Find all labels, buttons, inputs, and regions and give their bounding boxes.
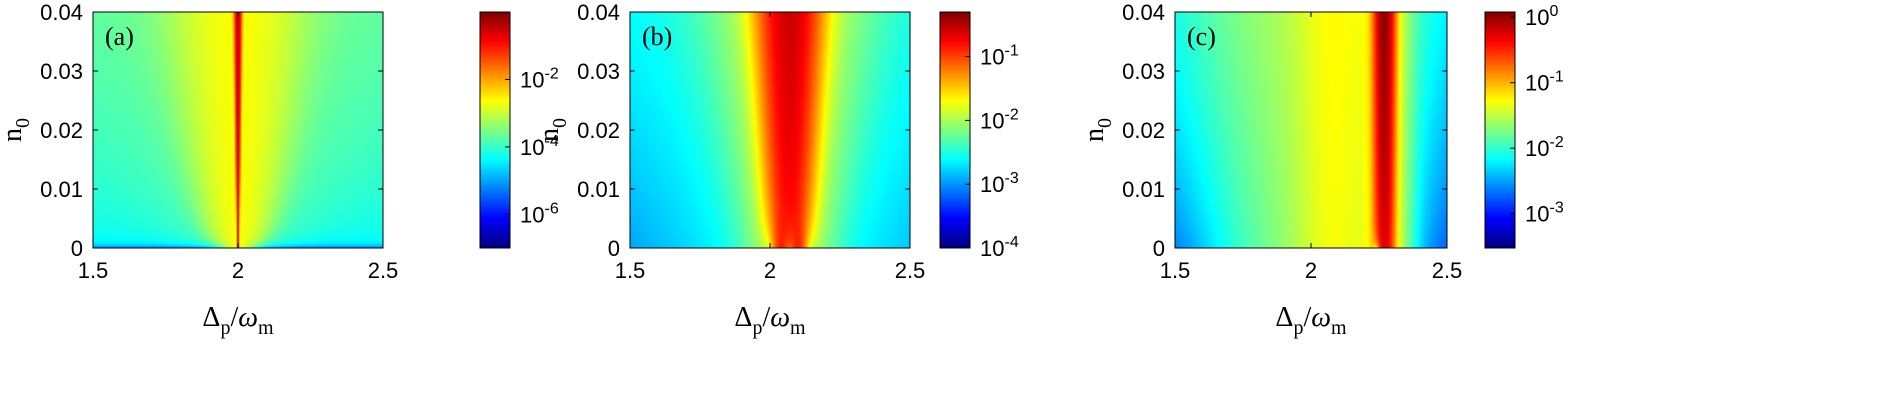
y-tick-label: 0.02 bbox=[1122, 118, 1165, 143]
panel-label: (a) bbox=[105, 22, 134, 51]
y-tick-label: 0.01 bbox=[577, 177, 620, 202]
x-tick-label: 2.5 bbox=[895, 258, 926, 283]
colorbar-frame bbox=[479, 11, 511, 249]
colorbar-tick-label: 10-3 bbox=[1525, 200, 1564, 227]
y-tick-label: 0.02 bbox=[577, 118, 620, 143]
panel-label: (c) bbox=[1187, 22, 1216, 51]
chart-panel-2: 1.5 2 2.5 0 0.01 0.02 0.03 0.04 (b) Δp/ωm n0 10-4 10… bbox=[534, 0, 1019, 339]
panel-label: (b) bbox=[642, 22, 672, 51]
colorbar bbox=[480, 12, 510, 248]
heatmap-image bbox=[630, 12, 910, 248]
colorbar-tick-label: 10-2 bbox=[1525, 134, 1564, 161]
colorbar-tick-label: 10-4 bbox=[980, 234, 1019, 261]
x-tick-label: 2 bbox=[1305, 258, 1317, 283]
colorbar-frame bbox=[939, 11, 971, 249]
x-tick-label: 2.5 bbox=[1432, 258, 1463, 283]
colorbar-tick-label: 100 bbox=[1525, 3, 1558, 30]
y-tick-label: 0.04 bbox=[1122, 0, 1165, 25]
colorbar bbox=[1485, 12, 1515, 248]
heatmap-image bbox=[1175, 12, 1447, 248]
colorbar bbox=[940, 12, 970, 248]
x-axis-label: Δp/ωm bbox=[734, 302, 806, 339]
heatmap-image bbox=[93, 12, 383, 248]
y-tick-label: 0.01 bbox=[40, 177, 83, 202]
x-tick-label: 2 bbox=[764, 258, 776, 283]
colorbar-tick-label: 10-3 bbox=[980, 170, 1019, 197]
x-tick-label: 1.5 bbox=[78, 258, 109, 283]
x-tick-label: 2 bbox=[232, 258, 244, 283]
colorbar-tick-label: 10-4 bbox=[520, 133, 559, 160]
y-tick-label: 0.01 bbox=[1122, 177, 1165, 202]
y-axis-label: n0 bbox=[1079, 118, 1116, 142]
y-tick-label: 0.03 bbox=[40, 59, 83, 84]
colorbar-tick-label: 10-1 bbox=[980, 43, 1019, 70]
y-tick-label: 0.03 bbox=[1122, 59, 1165, 84]
colorbar-frame bbox=[1484, 11, 1516, 249]
chart-panel-1: 1.5 2 2.5 0 0.01 0.02 0.03 0.04 (a) Δp/ωm n0 10-6 10… bbox=[0, 0, 559, 339]
y-tick-label: 0 bbox=[608, 236, 620, 261]
x-axis-label: Δp/ωm bbox=[1275, 302, 1347, 339]
colorbar-tick-label: 10-1 bbox=[1525, 69, 1564, 96]
y-tick-label: 0.04 bbox=[40, 0, 83, 25]
y-tick-label: 0 bbox=[1153, 236, 1165, 261]
y-tick-label: 0.04 bbox=[577, 0, 620, 25]
y-tick-label: 0.02 bbox=[40, 118, 83, 143]
x-tick-label: 1.5 bbox=[615, 258, 646, 283]
colorbar-tick-label: 10-6 bbox=[520, 200, 559, 227]
x-tick-label: 1.5 bbox=[1160, 258, 1191, 283]
colorbar-tick-label: 10-2 bbox=[980, 106, 1019, 133]
y-tick-label: 0 bbox=[71, 236, 83, 261]
colorbar-tick-label: 10-2 bbox=[520, 65, 559, 92]
x-axis-label: Δp/ωm bbox=[202, 302, 274, 339]
y-axis-label: n0 bbox=[534, 118, 571, 142]
chart-panel-3: 1.5 2 2.5 0 0.01 0.02 0.03 0.04 (c) Δp/ωm n0 10-3 10… bbox=[1079, 0, 1564, 339]
x-tick-label: 2.5 bbox=[368, 258, 399, 283]
y-tick-label: 0.03 bbox=[577, 59, 620, 84]
y-axis-label: n0 bbox=[0, 118, 34, 142]
